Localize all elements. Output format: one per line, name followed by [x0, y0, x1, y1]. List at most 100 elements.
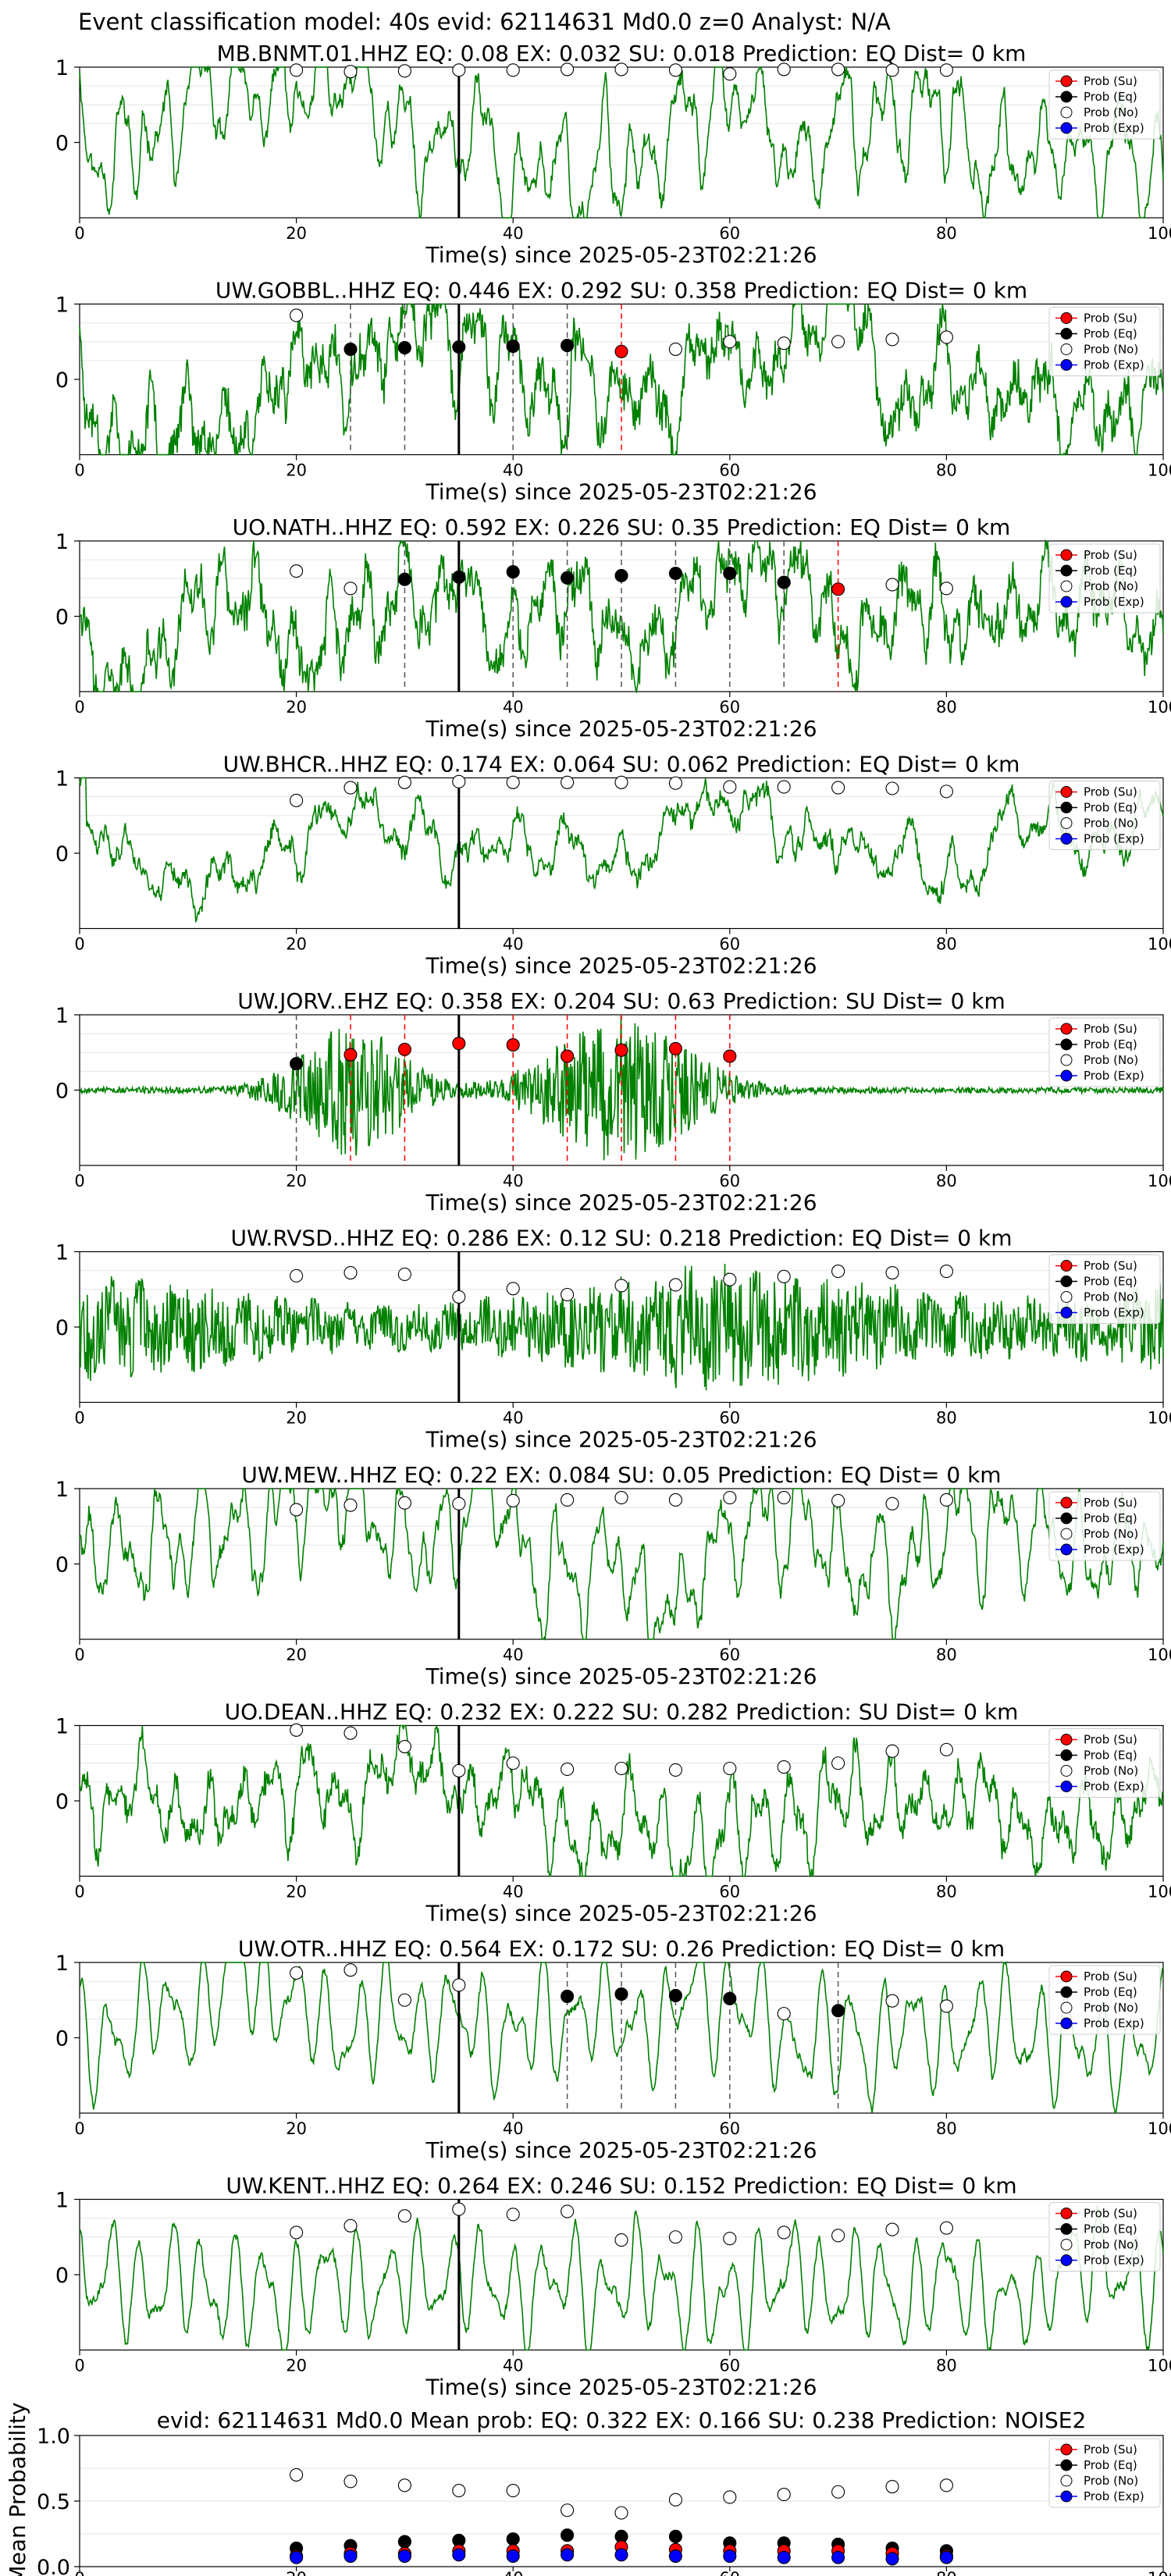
legend-marker-exp [1060, 2490, 1073, 2503]
legend-box [1048, 781, 1161, 850]
x-tick-label: 40 [503, 2569, 524, 2576]
axes-frame [79, 1724, 1164, 1877]
mean-point-exp [614, 2548, 628, 2562]
x-tick-label: 80 [936, 698, 957, 717]
legend-label-eq: Prob (Eq) [1084, 1275, 1137, 1289]
y-tick-label: 0 [55, 132, 69, 156]
legend-label-exp: Prob (Exp) [1084, 2489, 1144, 2503]
prob-point-no [397, 775, 411, 789]
prob-point-no [452, 2202, 466, 2216]
prob-point-no [343, 1726, 358, 1740]
x-tick-label: 60 [719, 2119, 740, 2138]
legend-marker-su [1060, 75, 1073, 87]
x-axis-label: Time(s) since 2025-05-23T02:21:26 [425, 2375, 817, 2400]
trace-title: UW.KENT..HHZ EQ: 0.264 EX: 0.246 SU: 0.1… [226, 2173, 1016, 2199]
trace-panel: MB.BNMT.01.HHZ EQ: 0.08 EX: 0.032 SU: 0.… [55, 41, 1171, 268]
y-tick-label: 1 [55, 294, 69, 318]
legend-marker-no [1060, 817, 1073, 829]
x-tick-label: 60 [719, 935, 740, 954]
figure-suptitle: Event classification model: 40s evid: 62… [78, 9, 891, 35]
legend-label-su: Prob (Su) [1084, 548, 1137, 562]
mean-point-no [452, 2484, 466, 2498]
legend-marker-su [1060, 1260, 1073, 1272]
y-tick-label: 1 [55, 1478, 69, 1502]
prob-point-no [939, 1265, 953, 1279]
legend-label-exp: Prob (Exp) [1084, 358, 1144, 372]
mean-point-no [506, 2484, 520, 2498]
prob-point-no [831, 781, 845, 795]
x-tick-label: 80 [936, 1646, 957, 1664]
y-tick-label: 1 [55, 1715, 69, 1739]
x-tick-label: 60 [719, 2357, 740, 2375]
x-tick-label: 80 [936, 1172, 957, 1190]
y-tick-label: 1 [55, 2189, 69, 2213]
x-tick-label: 0 [74, 2569, 84, 2576]
axes-frame [79, 777, 1164, 930]
prob-point-su [668, 1041, 682, 1055]
x-tick-label: 80 [936, 2357, 957, 2375]
y-tick-label: 0 [55, 2264, 69, 2288]
legend-marker-exp [1060, 596, 1073, 608]
trace-title: UW.MEW..HHZ EQ: 0.22 EX: 0.084 SU: 0.05 … [241, 1462, 1001, 1488]
prob-point-no [561, 1493, 575, 1507]
prob-point-no [614, 1279, 628, 1293]
prob-point-no [723, 1272, 737, 1286]
x-tick-label: 0 [74, 1883, 84, 1902]
mean-point-exp [831, 2550, 845, 2564]
x-tick-label: 80 [936, 1883, 957, 1902]
prob-point-no [290, 1268, 304, 1283]
legend-label-exp: Prob (Exp) [1084, 595, 1144, 609]
x-tick-label: 60 [719, 2569, 740, 2576]
mean-point-exp [290, 2550, 304, 2564]
x-tick-label: 0 [74, 1646, 84, 1664]
mean-point-no [397, 2478, 411, 2492]
prob-point-no [343, 2218, 358, 2233]
legend-marker-eq [1060, 564, 1073, 577]
prob-point-no [561, 1287, 575, 1302]
prob-point-no [831, 1756, 845, 1770]
waveform-trace [79, 1960, 1164, 2114]
x-tick-label: 20 [286, 1409, 307, 1428]
prob-point-eq [561, 1989, 575, 2003]
legend-label-no: Prob (No) [1084, 2474, 1138, 2488]
legend-marker-exp [1060, 1069, 1073, 1082]
prob-point-no [290, 63, 304, 77]
y-tick-label: 0 [55, 1790, 69, 1814]
prob-point-su [614, 344, 628, 358]
x-tick-label: 0 [74, 2357, 84, 2375]
x-tick-label: 60 [719, 461, 740, 480]
y-tick-label: 0 [55, 606, 69, 630]
legend-label-su: Prob (Su) [1084, 311, 1137, 326]
x-tick-label: 0 [74, 461, 84, 480]
prob-point-no [290, 1723, 304, 1737]
x-tick-label: 20 [286, 461, 307, 480]
prob-point-eq [290, 1057, 304, 1071]
prob-point-eq [831, 2004, 845, 2018]
prob-point-no [506, 2208, 520, 2222]
legend-box [1048, 1491, 1161, 1561]
mean-point-no [831, 2485, 845, 2499]
y-tick-label: 0.5 [37, 2490, 70, 2514]
prob-point-no [452, 1496, 466, 1510]
trace-panel: UW.OTR..HHZ EQ: 0.564 EX: 0.172 SU: 0.26… [55, 1936, 1171, 2163]
mean-point-exp [723, 2549, 737, 2564]
trace-panel: UW.JORV..EHZ EQ: 0.358 EX: 0.204 SU: 0.6… [55, 988, 1171, 1215]
x-tick-label: 40 [503, 1646, 524, 1664]
x-tick-label: 100 [1148, 224, 1171, 243]
mean-point-exp [343, 2549, 358, 2564]
mean-prob-panel: evid: 62114631 Md0.0 Mean prob: EQ: 0.32… [5, 2402, 1171, 2576]
mean-title: evid: 62114631 Md0.0 Mean prob: EQ: 0.32… [157, 2407, 1087, 2433]
x-tick-label: 100 [1148, 1409, 1171, 1428]
legend-label-exp: Prob (Exp) [1084, 832, 1144, 846]
prob-point-no [885, 578, 899, 592]
prob-point-no [668, 1278, 682, 1292]
x-tick-label: 100 [1148, 1172, 1171, 1190]
trace-panel: UW.KENT..HHZ EQ: 0.264 EX: 0.246 SU: 0.1… [55, 2173, 1171, 2400]
x-tick-label: 20 [286, 224, 307, 243]
legend-label-su: Prob (Su) [1084, 1969, 1137, 1984]
prob-point-no [290, 1966, 304, 1980]
legend-box [1048, 1965, 1161, 2035]
trace-title: UO.DEAN..HHZ EQ: 0.232 EX: 0.222 SU: 0.2… [225, 1699, 1019, 1725]
trace-title: UW.OTR..HHZ EQ: 0.564 EX: 0.172 SU: 0.26… [238, 1936, 1005, 1962]
